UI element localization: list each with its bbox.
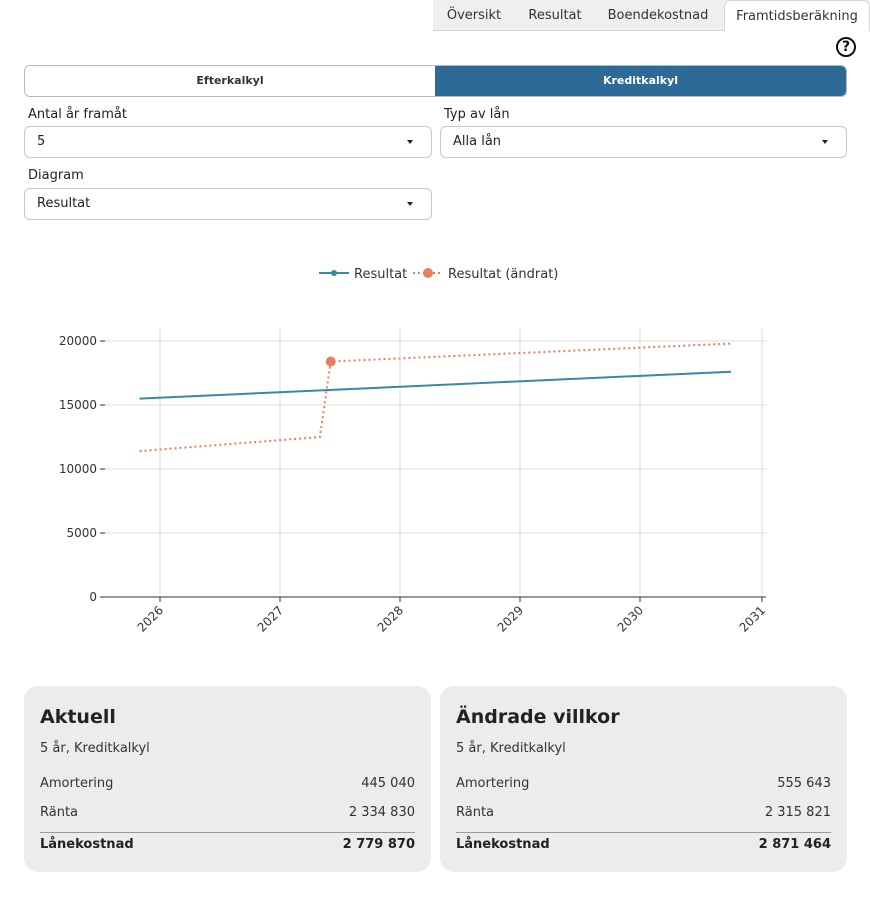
loan-cost-total-row: Lånekostnad 2 779 870	[40, 832, 415, 852]
amortization-row: Amortering 555 643	[456, 776, 831, 791]
row-value: 555 643	[777, 776, 831, 791]
tab-framtidsberakning[interactable]: Framtidsberäkning	[724, 0, 870, 32]
row-label: Amortering	[456, 776, 530, 791]
total-label: Lånekostnad	[456, 837, 550, 852]
years-value: 5	[37, 134, 46, 149]
card-subtitle: 5 år, Kreditkalkyl	[456, 741, 566, 756]
chevron-down-icon	[407, 202, 413, 206]
tab-resultat[interactable]: Resultat	[528, 8, 582, 23]
diagram-label: Diagram	[28, 168, 84, 183]
interest-row: Ränta 2 315 821	[456, 805, 831, 820]
diagram-select[interactable]: Resultat	[24, 188, 432, 220]
top-tab-bar: Översikt Resultat Boendekostnad Framtids…	[433, 0, 870, 32]
y-tick-label: 15000	[59, 398, 97, 412]
y-tick-label: 5000	[66, 526, 97, 540]
legend-label-current: Resultat	[354, 267, 407, 282]
tab-oversikt[interactable]: Översikt	[446, 8, 502, 23]
chart-series	[139, 342, 731, 453]
legend-marker-current	[331, 270, 337, 276]
x-tick-label: 2029	[495, 603, 526, 634]
x-tick-label: 2027	[255, 603, 286, 634]
x-tick-label: 2031	[737, 603, 768, 634]
series-marker-changed[interactable]	[325, 356, 336, 367]
y-tick-label: 0	[89, 590, 97, 604]
efterkalkyl-button[interactable]: Efterkalkyl	[25, 66, 435, 96]
legend-marker-changed	[423, 268, 433, 278]
result-line-chart: Resultat Resultat (ändrat) 0 5000 10000 150…	[59, 267, 768, 635]
years-select[interactable]: 5	[24, 126, 432, 158]
chevron-down-icon	[822, 140, 828, 144]
y-tick-label: 20000	[59, 334, 97, 348]
row-value: 2 315 821	[764, 805, 831, 820]
series-line-current	[139, 370, 731, 400]
card-subtitle: 5 år, Kreditkalkyl	[40, 741, 150, 756]
y-axis: 0 5000 10000 15000 20000	[59, 334, 105, 604]
chevron-down-icon	[407, 140, 413, 144]
row-label: Ränta	[40, 805, 79, 820]
loan-type-value: Alla lån	[453, 134, 502, 149]
row-value: 445 040	[361, 776, 415, 791]
loan-cost-total-row: Lånekostnad 2 871 464	[456, 832, 831, 852]
card-changed-terms: Ändrade villkor 5 år, Kreditkalkyl Amort…	[440, 686, 847, 872]
x-tick-label: 2026	[135, 603, 166, 634]
tab-boendekostnad[interactable]: Boendekostnad	[607, 8, 709, 23]
row-label: Ränta	[456, 805, 495, 820]
calc-type-toggle: Efterkalkyl Kreditkalkyl	[24, 65, 847, 97]
loan-type-label: Typ av lån	[444, 107, 510, 122]
card-title: Ändrade villkor	[456, 706, 620, 728]
chart-grid	[105, 328, 766, 597]
total-value: 2 779 870	[342, 837, 415, 852]
kreditkalkyl-button[interactable]: Kreditkalkyl	[435, 66, 846, 96]
help-icon[interactable]: ?	[836, 37, 856, 57]
legend-label-changed: Resultat (ändrat)	[448, 267, 558, 282]
x-axis: 2026 2027 2028 2029 2030 2031	[135, 597, 768, 635]
total-label: Lånekostnad	[40, 837, 134, 852]
row-label: Amortering	[40, 776, 114, 791]
loan-type-select[interactable]: Alla lån	[440, 126, 847, 158]
amortization-row: Amortering 445 040	[40, 776, 415, 791]
chart-legend: Resultat Resultat (ändrat)	[319, 267, 558, 282]
card-title: Aktuell	[40, 706, 116, 728]
series-line-changed	[139, 342, 731, 453]
years-label: Antal år framåt	[28, 107, 127, 122]
total-value: 2 871 464	[758, 837, 831, 852]
row-value: 2 334 830	[348, 805, 415, 820]
x-tick-label: 2030	[615, 603, 646, 634]
y-tick-label: 10000	[59, 462, 97, 476]
card-current: Aktuell 5 år, Kreditkalkyl Amortering 44…	[24, 686, 431, 872]
x-tick-label: 2028	[375, 603, 406, 634]
diagram-value: Resultat	[37, 196, 91, 211]
interest-row: Ränta 2 334 830	[40, 805, 415, 820]
